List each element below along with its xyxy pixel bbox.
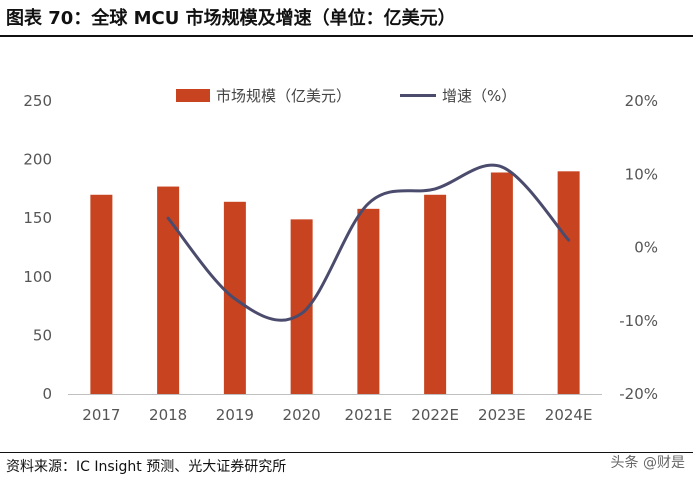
legend: 市场规模（亿美元） 增速（%）	[176, 87, 516, 105]
bar	[557, 171, 580, 394]
bar	[490, 172, 513, 394]
x-tick-label: 2018	[149, 406, 187, 424]
x-tick-label: 2019	[216, 406, 254, 424]
x-axis: 2017 2018 2019 2020 2021E 2022E 2023E 2024E	[82, 406, 592, 424]
left-axis: 0 50 100 150 200 250	[23, 92, 52, 403]
right-tick-label: 20%	[625, 92, 658, 110]
left-tick-label: 200	[23, 151, 52, 169]
title-rule	[0, 35, 693, 37]
bar	[90, 194, 113, 394]
bar	[157, 186, 180, 394]
legend-bar-swatch	[176, 89, 210, 102]
left-tick-label: 150	[23, 209, 52, 227]
right-tick-label: 0%	[634, 239, 658, 257]
source-rule	[0, 452, 693, 453]
watermark: 头条 @财是	[610, 455, 685, 471]
right-tick-label: 10%	[625, 165, 658, 183]
legend-line-label: 增速（%）	[442, 87, 516, 105]
left-tick-label: 50	[33, 326, 52, 344]
x-tick-label: 2020	[283, 406, 321, 424]
right-tick-label: -20%	[619, 385, 658, 403]
bar	[357, 208, 380, 394]
left-tick-label: 250	[23, 92, 52, 110]
growth-line	[166, 163, 571, 322]
x-tick-label: 2017	[82, 406, 120, 424]
bar	[424, 194, 447, 394]
left-tick-label: 100	[23, 268, 52, 286]
bar-series	[90, 171, 580, 394]
figure-title: 图表 70：全球 MCU 市场规模及增速（单位：亿美元）	[6, 8, 456, 29]
left-tick-label: 0	[42, 385, 52, 403]
x-tick-label: 2022E	[411, 406, 459, 424]
bar	[290, 219, 313, 394]
right-axis: -20% -10% 0% 10% 20%	[619, 92, 658, 403]
right-tick-label: -10%	[619, 312, 658, 330]
legend-bar-label: 市场规模（亿美元）	[216, 87, 351, 105]
x-tick-label: 2024E	[545, 406, 593, 424]
x-tick-label: 2023E	[478, 406, 526, 424]
x-tick-label: 2021E	[345, 406, 393, 424]
source-note: 资料来源：IC Insight 预测、光大证券研究所	[6, 459, 287, 475]
